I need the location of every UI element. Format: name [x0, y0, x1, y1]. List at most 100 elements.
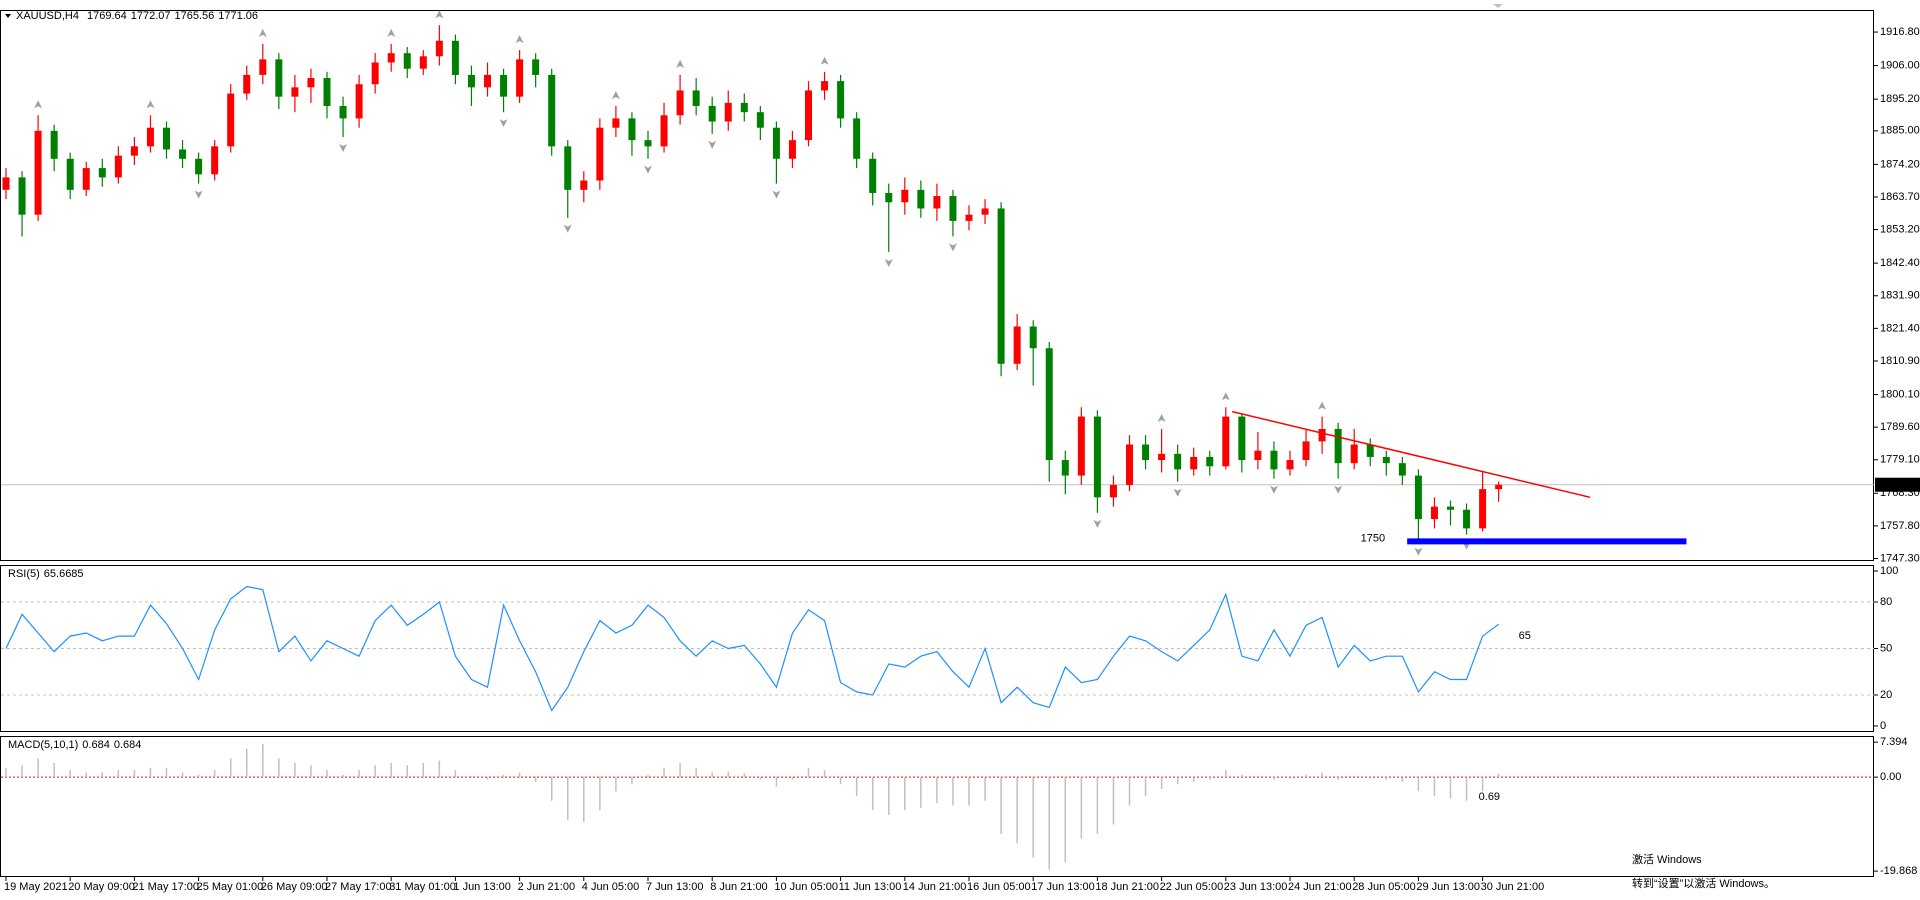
- candle-body: [1061, 460, 1069, 476]
- candle-body: [949, 196, 957, 221]
- fractal-down: [1093, 519, 1102, 528]
- candle-body: [708, 105, 716, 122]
- price-label: 1771.06: [1878, 479, 1918, 491]
- candle-body: [564, 146, 572, 190]
- candle-body: [1495, 484, 1503, 490]
- price-label-box: [1875, 477, 1920, 492]
- x-tick-label: 21 May 17:00: [132, 881, 199, 893]
- x-tick-label: 2 Jun 21:00: [518, 881, 576, 893]
- candle-body: [1463, 509, 1471, 529]
- candle-body: [788, 140, 796, 159]
- candle-body: [580, 180, 588, 190]
- candle-body: [1270, 450, 1278, 470]
- candle-body: [435, 40, 443, 57]
- header-close: 1771.06: [218, 10, 258, 22]
- candle-body: [163, 127, 170, 150]
- candle-body: [18, 177, 26, 215]
- candle-body: [1029, 326, 1037, 349]
- y-tick-label: 1789.60: [1880, 421, 1920, 433]
- y-tick-label: 1874.20: [1880, 158, 1920, 170]
- header-open: 1769.64: [87, 10, 127, 22]
- indicator-title: RSI(5) 65.6685: [8, 568, 84, 580]
- y-tick-label: 1916.80: [1880, 26, 1920, 38]
- candle-body: [756, 112, 764, 128]
- candle-body: [98, 168, 106, 178]
- y-tick-label: 1747.30: [1880, 552, 1920, 564]
- watermark-title: 激活 Windows: [1632, 852, 1702, 866]
- candle-body: [1174, 453, 1182, 470]
- fractal-up: [1318, 401, 1327, 410]
- candle-body: [1350, 444, 1358, 464]
- fractal-up: [1157, 413, 1166, 422]
- candle-body: [1126, 444, 1133, 485]
- indicator-title: MACD(5,10,1) 0.684 0.684: [8, 739, 141, 751]
- fractal-up: [676, 59, 685, 68]
- fractal-up: [258, 28, 267, 37]
- candle-body: [211, 146, 219, 175]
- candle-body: [644, 140, 652, 147]
- candle-body: [660, 115, 668, 147]
- candle-body: [1013, 326, 1021, 364]
- candle-body: [1479, 489, 1487, 529]
- candle-body: [933, 196, 941, 209]
- fractal-up: [515, 35, 524, 44]
- candle-body: [467, 74, 475, 88]
- main-pane-frame: [0, 10, 1874, 561]
- fractal-up: [820, 56, 829, 65]
- macd-annotation: 0.69: [1479, 791, 1500, 803]
- trendline: [1232, 410, 1591, 499]
- y-tick-label: 20: [1880, 689, 1892, 701]
- candle-body: [981, 208, 989, 215]
- candle-body: [1286, 460, 1294, 470]
- candle-body: [692, 90, 700, 106]
- rsi-annotation: 65: [1519, 630, 1531, 642]
- y-tick-label: 1821.40: [1880, 322, 1920, 334]
- candle-body: [227, 93, 235, 147]
- fractal-down: [1269, 485, 1278, 494]
- y-tick-label: 0: [1880, 720, 1886, 732]
- candle-body: [1366, 444, 1374, 457]
- x-tick-label: 20 May 09:00: [68, 881, 135, 893]
- candle-body: [451, 40, 459, 75]
- x-tick-label: 29 Jun 13:00: [1416, 881, 1480, 893]
- candle-body: [1158, 453, 1166, 461]
- x-tick-label: 24 Jun 21:00: [1288, 881, 1352, 893]
- candle-body: [676, 90, 684, 116]
- x-tick-label: 26 May 09:00: [261, 881, 328, 893]
- indicator-signal: 0.684: [114, 739, 142, 751]
- candle-body: [1447, 506, 1454, 510]
- fractal-up: [34, 100, 43, 109]
- fractal-down: [884, 258, 893, 267]
- shift-marker: [1493, 4, 1503, 8]
- x-tick-label: 8 Jun 21:00: [710, 881, 768, 893]
- y-tick-label: 1779.10: [1880, 454, 1920, 466]
- fractal-up: [387, 28, 396, 37]
- watermark-subtitle: 转到“设置”以激活 Windows。: [1632, 876, 1775, 890]
- candle-body: [901, 189, 909, 203]
- candle-body: [869, 158, 877, 193]
- candle-body: [114, 155, 122, 178]
- x-tick-label: 23 Jun 13:00: [1224, 881, 1288, 893]
- indicator-value: 0.684: [82, 739, 110, 751]
- candle-body: [1302, 441, 1310, 461]
- candle-body: [805, 90, 812, 141]
- candle-body: [628, 118, 636, 141]
- candle-body: [179, 149, 187, 159]
- fractal-up: [435, 10, 444, 19]
- fractal-down: [563, 224, 572, 233]
- candle-body: [885, 192, 893, 203]
- y-tick-label: 80: [1880, 596, 1892, 608]
- candle-body: [1334, 428, 1342, 464]
- candle-body: [1077, 416, 1085, 476]
- y-tick-label: 1885.00: [1880, 125, 1920, 137]
- candle-body: [259, 59, 267, 75]
- fractal-down: [1173, 488, 1182, 497]
- candle-body: [965, 214, 973, 221]
- candle-body: [403, 53, 411, 69]
- candle-body: [853, 118, 861, 159]
- candle-body: [596, 127, 604, 181]
- y-tick-label: 1853.20: [1880, 223, 1920, 235]
- y-tick-label: 1895.20: [1880, 93, 1920, 105]
- y-tick-label: 1842.40: [1880, 257, 1920, 269]
- header-low: 1765.56: [175, 10, 215, 22]
